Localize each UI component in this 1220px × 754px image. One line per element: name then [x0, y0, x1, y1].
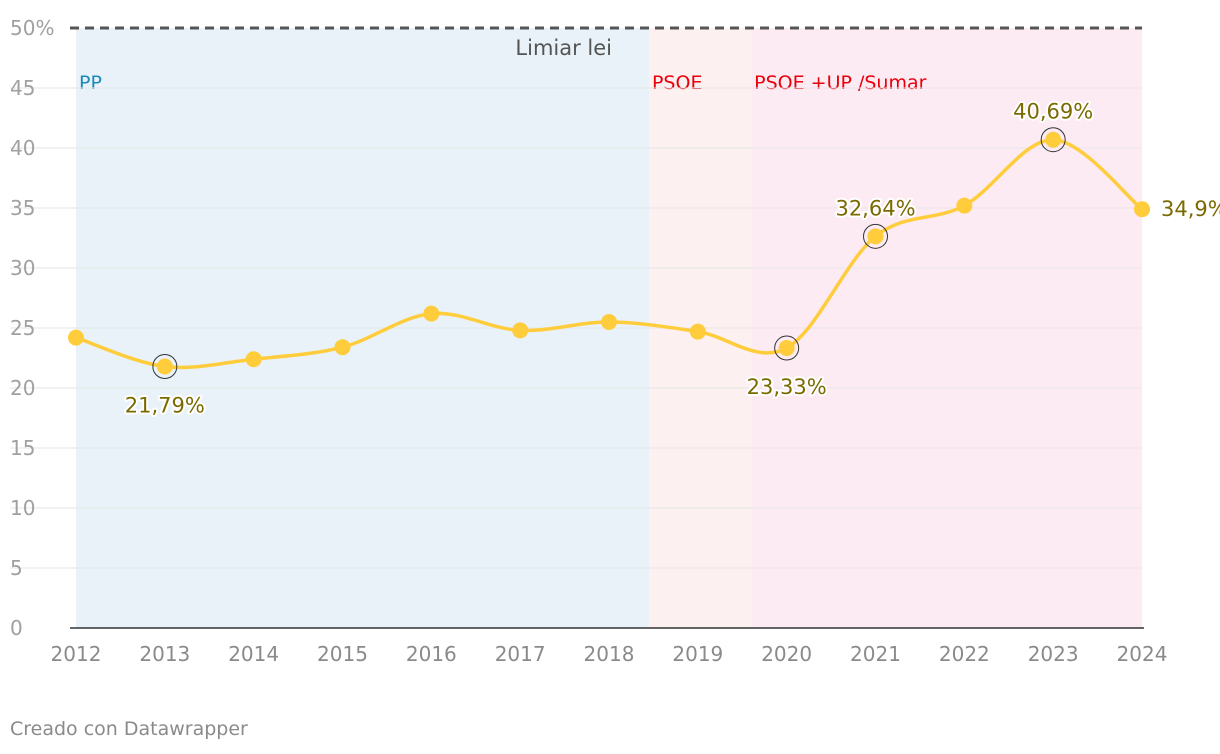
data-point-2020 [778, 340, 795, 357]
annotation-ring-2021 [863, 223, 888, 249]
data-label-2024: 34,9% [1161, 197, 1220, 221]
data-point-2022 [956, 197, 973, 214]
y-tick-label: 25 [10, 316, 35, 340]
annotation-ring-2023 [1040, 127, 1066, 153]
data-point-2015 [334, 339, 351, 356]
grid-layer [10, 87, 1142, 569]
x-tick-label: 2020 [761, 642, 812, 666]
x-tick-label: 2021 [850, 642, 901, 666]
y-tick-label: 30 [10, 256, 35, 280]
line-chart: PP PSOE PSOE +UP /Sumar Limiar lei 0 5 10 15 2… [10, 16, 1220, 666]
data-label-2020: 23,33% [747, 375, 827, 399]
series-layer [68, 131, 1150, 375]
x-tick-label: 2014 [228, 642, 279, 666]
label-layer: 21,79% 23,33% 32,64% 40,69% 34,9% [123, 98, 1220, 420]
data-point-2021 [867, 228, 884, 245]
data-label-2021: 32,64% [835, 196, 915, 220]
data-point-2024 [1134, 201, 1150, 218]
x-tick-label: 2017 [495, 642, 546, 666]
data-point-2018 [601, 314, 617, 330]
x-tick-label: 2019 [672, 642, 723, 666]
reference-layer: Limiar lei [70, 26, 1142, 60]
footer-credit: Creado con Datawrapper [10, 718, 248, 740]
y-tick-label: 45 [10, 76, 35, 100]
axis-layer: 0 5 10 15 20 25 30 35 40 45 50% 2012 2013 2014 2015 201… [10, 16, 1167, 666]
band-label-1: PSOE [652, 72, 702, 94]
x-tick-label: 2012 [51, 642, 102, 666]
data-point-2013 [156, 358, 173, 375]
x-tick-label: 2022 [939, 642, 990, 666]
y-tick-label: 15 [10, 436, 35, 460]
y-tick-label: 20 [10, 376, 35, 400]
y-tick-label: 0 [10, 616, 23, 640]
y-tick-label: 50% [10, 16, 54, 40]
data-point-2017 [512, 322, 529, 339]
y-tick-label: 5 [10, 556, 23, 580]
data-point-2019 [689, 323, 706, 340]
data-point-2023 [1045, 131, 1062, 148]
data-label-2013: 21,79% [125, 394, 205, 418]
y-tick-label: 40 [10, 136, 35, 160]
x-tick-label: 2016 [406, 642, 457, 666]
data-label-2023: 40,69% [1013, 100, 1093, 124]
x-tick-label: 2013 [139, 642, 190, 666]
x-tick-label: 2023 [1028, 642, 1079, 666]
annotation-ring-2020 [774, 335, 800, 361]
annotation-ring-2013 [152, 354, 178, 380]
x-tick-label: 2015 [317, 642, 368, 666]
y-tick-label: 10 [10, 496, 35, 520]
x-tick-label: 2024 [1117, 642, 1168, 666]
x-tick-label: 2018 [584, 642, 635, 666]
band-label-2: PSOE +UP /Sumar [754, 72, 926, 94]
reference-line-label: Limiar lei [515, 36, 612, 60]
y-tick-label: 35 [10, 196, 35, 220]
data-point-2012 [68, 329, 84, 346]
data-point-2016 [423, 305, 440, 322]
band-label-0: PP [79, 72, 102, 94]
data-point-2014 [245, 351, 262, 368]
